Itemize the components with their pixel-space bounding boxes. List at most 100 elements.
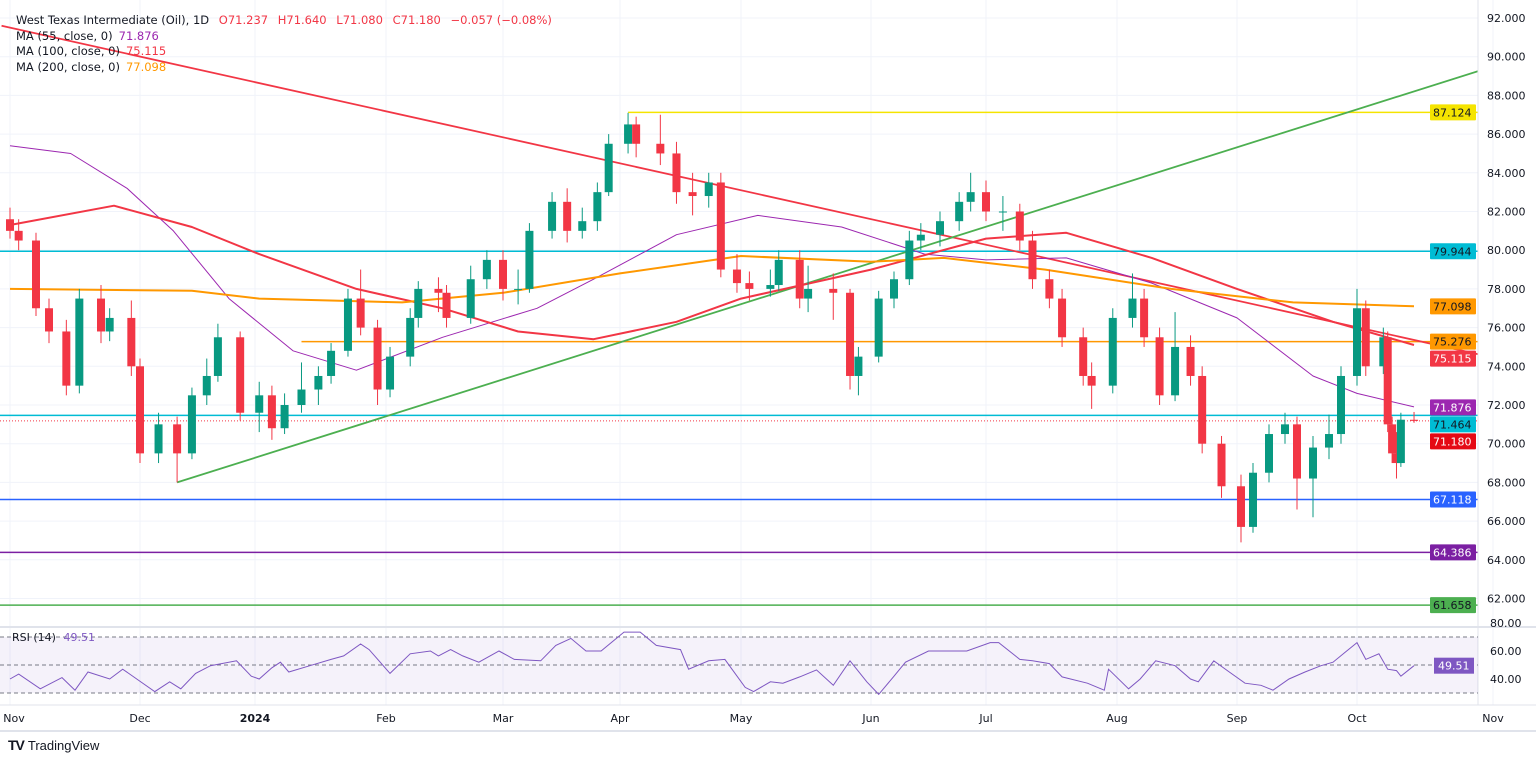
candle [327,343,336,384]
time-tick-label: May [730,712,753,725]
candle-body [202,375,211,396]
candle-body [563,201,572,231]
candle [466,265,475,324]
candle-body [1396,419,1405,464]
candle [1293,416,1301,510]
candle [874,290,883,363]
candle [1388,416,1397,464]
time-tick-label: Sep [1227,712,1248,725]
price-tick-label: 80.000 [1487,244,1526,257]
candle-body [1388,424,1397,454]
candle-body [236,337,245,413]
candle [593,182,602,231]
price-badge-label: 71.876 [1433,401,1472,414]
candle [267,385,276,440]
candle [1217,435,1226,498]
candle [343,288,352,357]
candle [1186,335,1195,386]
rsi-value: 49.51 [63,631,95,644]
candle-body [6,219,14,231]
candle-body [672,153,681,193]
time-tick-label: Mar [493,712,514,725]
candle [1249,463,1257,533]
candle [105,308,114,342]
price-badge-bg [1430,416,1476,433]
candle-body [1128,298,1137,318]
price-badge-label: 75.276 [1433,336,1472,349]
trendline [176,70,1478,484]
candle-body [890,279,898,299]
candle-body [297,389,306,405]
candle [1128,273,1137,328]
candle [563,188,572,243]
candle-body [704,182,713,197]
candle-body [1379,337,1388,367]
time-tick-label: Aug [1106,712,1127,725]
price-badge-label: 64.386 [1433,546,1472,559]
candle-body [624,124,633,144]
candle [578,207,587,239]
candle-body [75,298,84,386]
price-badge-label: 87.124 [1433,106,1472,119]
candle [829,273,838,320]
candle-body [1309,447,1317,479]
candle [45,298,53,344]
candle [75,288,84,394]
price-badge: 75.276 [1430,333,1476,350]
candle [314,366,323,405]
candle-body [32,240,40,309]
candle-body [548,201,557,231]
price-tick-label: 68.000 [1487,476,1526,489]
rsi-legend[interactable]: RSI (14) 49.51 [12,631,95,644]
price-badge-label: 67.118 [1433,493,1472,506]
candle [804,265,813,313]
candle-body [1325,434,1333,448]
price-badge-label: 77.098 [1433,300,1472,313]
candle-body [255,395,264,413]
candle-body [846,292,855,376]
price-badge-label: 79.944 [1433,245,1472,258]
rsi-tick-label: 40.00 [1490,673,1522,686]
price-tick-label: 88.000 [1487,89,1526,102]
candle [1087,362,1096,409]
candle [916,223,925,251]
candle [1140,288,1149,347]
candle-body [804,288,813,299]
rsi-line [9,631,1415,696]
candle [1379,327,1388,375]
candle [846,288,855,390]
candle [373,319,382,405]
candle [604,134,613,197]
moving-average-line [9,145,1415,408]
candle [766,269,775,297]
candle-body [1337,375,1345,435]
price-tick-label: 74.000 [1487,360,1526,373]
candle-body [774,259,783,286]
price-badge-bg [1430,433,1476,450]
candle [1198,366,1207,454]
candle [1396,412,1405,467]
candle-body [1108,317,1117,386]
candle [966,172,975,212]
candle [672,141,681,204]
candle [525,223,534,293]
price-badge: 61.658 [1430,597,1476,614]
candle-body [1383,337,1392,425]
price-badge: 71.464 [1430,416,1476,433]
candle [624,112,633,154]
candle [187,387,196,460]
candle [280,393,289,435]
candle [1155,327,1164,405]
tradingview-logo[interactable]: TV TradingView [8,737,99,753]
rsi-badge-label: 49.51 [1438,660,1470,673]
candle-body [854,356,863,376]
candle-body [127,317,136,367]
price-tick-label: 64.000 [1487,554,1526,567]
candle-body [414,288,423,318]
price-badge-bg [1430,298,1476,315]
candle [414,281,423,328]
candle [14,219,23,251]
candle [442,285,451,328]
time-tick-label: Jun [861,712,879,725]
